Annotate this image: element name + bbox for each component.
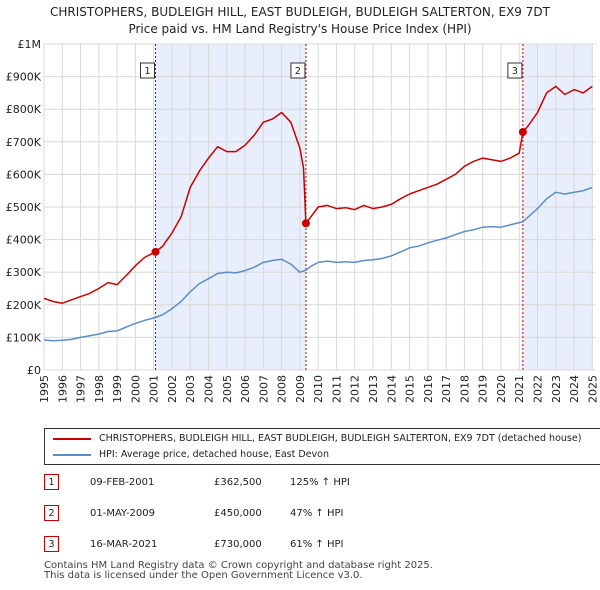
x-tick-label: 2021 bbox=[513, 375, 526, 403]
x-tick-label: 2009 bbox=[294, 375, 307, 403]
y-tick-label: £200K bbox=[6, 299, 42, 312]
x-tick-label: 2010 bbox=[312, 375, 325, 403]
sale-number-badge: 2 bbox=[44, 505, 59, 521]
legend-item-property: CHRISTOPHERS, BUDLEIGH HILL, EAST BUDLEI… bbox=[45, 431, 600, 447]
series-line-hpi bbox=[43, 186, 593, 342]
sale-marker-box bbox=[139, 62, 155, 79]
y-tick-label: £0 bbox=[27, 364, 41, 377]
chart-title: CHRISTOPHERS, BUDLEIGH HILL, EAST BUDLEI… bbox=[50, 5, 550, 19]
x-tick-label: 2025 bbox=[586, 375, 599, 403]
x-tick-label: 2014 bbox=[385, 375, 398, 403]
sale-number-badge: 1 bbox=[44, 474, 59, 490]
sale-hpi-change: 47% ↑ HPI bbox=[290, 508, 344, 519]
x-tick-label: 2003 bbox=[184, 375, 197, 403]
legend: CHRISTOPHERS, BUDLEIGH HILL, EAST BUDLEI… bbox=[44, 428, 600, 465]
x-tick-label: 1997 bbox=[75, 375, 88, 403]
sale-price: £362,500 bbox=[214, 477, 262, 488]
legend-label-hpi: HPI: Average price, detached house, East… bbox=[99, 449, 329, 460]
x-tick-label: 2022 bbox=[532, 375, 545, 403]
footer-copyright: Contains HM Land Registry data © Crown c… bbox=[44, 560, 433, 571]
x-tick-label: 2000 bbox=[129, 375, 142, 403]
x-tick-label: 2006 bbox=[239, 375, 252, 403]
sale-marker-box bbox=[507, 62, 523, 79]
sale-point bbox=[301, 219, 310, 228]
x-tick-label: 2004 bbox=[203, 375, 216, 403]
sale-point bbox=[518, 128, 527, 137]
x-tick-label: 2024 bbox=[568, 375, 581, 403]
y-tick-label: £300K bbox=[6, 266, 42, 279]
sale-date: 16-MAR-2021 bbox=[90, 539, 158, 550]
footer: Contains HM Land Registry data © Crown c… bbox=[44, 561, 433, 581]
legend-swatch-hpi bbox=[53, 454, 91, 456]
y-tick-label: £800K bbox=[6, 103, 42, 116]
sale-price: £730,000 bbox=[214, 539, 262, 550]
x-tick-label: 2002 bbox=[166, 375, 179, 403]
sale-number-badge: 3 bbox=[44, 536, 59, 552]
sale-price: £450,000 bbox=[214, 508, 262, 519]
y-tick-label: £400K bbox=[6, 234, 42, 247]
y-tick-label: £600K bbox=[6, 168, 42, 181]
y-tick-label: £1M bbox=[18, 38, 42, 51]
x-tick-label: 2015 bbox=[404, 375, 417, 403]
sale-hpi-change: 61% ↑ HPI bbox=[290, 539, 344, 550]
sale-marker-label: 2 bbox=[295, 66, 301, 77]
y-tick-label: £900K bbox=[6, 71, 42, 84]
x-tick-label: 2018 bbox=[458, 375, 471, 403]
x-tick-label: 1999 bbox=[111, 375, 124, 403]
sale-marker-box bbox=[290, 62, 306, 79]
x-tick-label: 2013 bbox=[367, 375, 380, 403]
x-tick-label: 1995 bbox=[38, 375, 51, 403]
x-tick-label: 2011 bbox=[330, 375, 343, 403]
x-tick-label: 1996 bbox=[56, 375, 69, 403]
x-tick-label: 2008 bbox=[276, 375, 289, 403]
x-tick-label: 2023 bbox=[550, 375, 563, 403]
x-tick-label: 2016 bbox=[422, 375, 435, 403]
sale-date: 09-FEB-2001 bbox=[90, 477, 155, 488]
sale-date: 01-MAY-2009 bbox=[90, 508, 156, 519]
sale-point bbox=[151, 247, 160, 256]
series-line-property bbox=[43, 85, 593, 304]
legend-label-property: CHRISTOPHERS, BUDLEIGH HILL, EAST BUDLEI… bbox=[99, 433, 582, 444]
x-tick-label: 1998 bbox=[93, 375, 106, 403]
x-tick-label: 2005 bbox=[221, 375, 234, 403]
chart-subtitle: Price paid vs. HM Land Registry's House … bbox=[128, 22, 472, 36]
x-tick-label: 2017 bbox=[440, 375, 453, 403]
x-tick-label: 2020 bbox=[495, 375, 508, 403]
x-tick-label: 2019 bbox=[477, 375, 490, 403]
x-tick-label: 2001 bbox=[148, 375, 161, 403]
y-tick-label: £500K bbox=[6, 201, 42, 214]
price-chart: 1 2 3 £0 £100K £200K £300K £400K £500K £600K £700K… bbox=[6, 38, 600, 403]
sale-marker-label: 3 bbox=[512, 66, 518, 77]
footer-licence: This data is licensed under the Open Gov… bbox=[44, 570, 363, 581]
chart-title-block: CHRISTOPHERS, BUDLEIGH HILL, EAST BUDLEI… bbox=[0, 4, 600, 38]
legend-swatch-property bbox=[53, 438, 91, 440]
sale-marker-label: 1 bbox=[144, 66, 150, 77]
x-tick-label: 2012 bbox=[349, 375, 362, 403]
y-tick-label: £700K bbox=[6, 136, 42, 149]
y-tick-label: £100K bbox=[6, 331, 42, 344]
sale-hpi-change: 125% ↑ HPI bbox=[290, 477, 350, 488]
x-tick-label: 2007 bbox=[257, 375, 270, 403]
